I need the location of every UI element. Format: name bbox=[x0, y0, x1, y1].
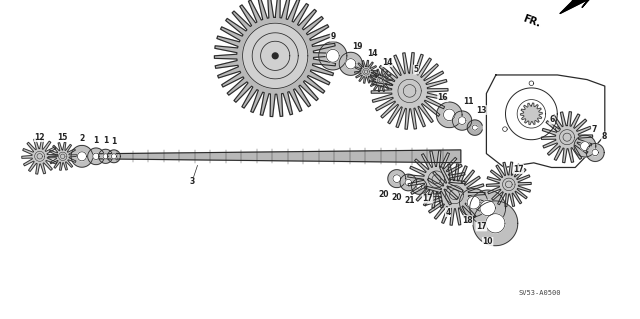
Polygon shape bbox=[49, 142, 77, 170]
Text: 21: 21 bbox=[404, 196, 415, 205]
Polygon shape bbox=[473, 201, 518, 246]
Text: 4: 4 bbox=[445, 208, 451, 217]
Polygon shape bbox=[77, 152, 86, 161]
Text: 10: 10 bbox=[483, 237, 493, 246]
Polygon shape bbox=[260, 41, 290, 70]
Text: SV53-A0500: SV53-A0500 bbox=[518, 291, 561, 296]
Polygon shape bbox=[243, 23, 308, 88]
Text: 9: 9 bbox=[330, 32, 335, 41]
Polygon shape bbox=[371, 53, 448, 129]
Polygon shape bbox=[480, 200, 495, 216]
Polygon shape bbox=[273, 53, 278, 59]
Polygon shape bbox=[467, 196, 480, 209]
Polygon shape bbox=[580, 142, 589, 151]
Polygon shape bbox=[472, 125, 477, 130]
Polygon shape bbox=[71, 145, 93, 167]
Polygon shape bbox=[400, 174, 417, 191]
Text: 17: 17 bbox=[476, 222, 486, 231]
Text: 18: 18 bbox=[462, 216, 472, 225]
Polygon shape bbox=[326, 49, 339, 62]
Text: 1: 1 bbox=[93, 136, 99, 145]
Polygon shape bbox=[452, 111, 472, 130]
Polygon shape bbox=[339, 52, 362, 75]
Text: 11: 11 bbox=[463, 97, 474, 106]
Polygon shape bbox=[99, 149, 113, 163]
Polygon shape bbox=[541, 112, 593, 163]
Polygon shape bbox=[486, 162, 531, 207]
Polygon shape bbox=[458, 117, 466, 124]
Text: 20: 20 bbox=[379, 190, 389, 199]
Polygon shape bbox=[214, 0, 336, 116]
Polygon shape bbox=[108, 150, 120, 163]
Polygon shape bbox=[424, 164, 485, 225]
Polygon shape bbox=[405, 179, 412, 186]
Text: 12: 12 bbox=[35, 133, 45, 142]
Polygon shape bbox=[412, 179, 427, 194]
Text: 8: 8 bbox=[602, 132, 607, 141]
Text: 2: 2 bbox=[79, 134, 84, 143]
Text: 19: 19 bbox=[352, 42, 362, 51]
Polygon shape bbox=[470, 190, 506, 226]
Text: 14: 14 bbox=[367, 49, 378, 58]
Polygon shape bbox=[417, 184, 422, 189]
Text: 6: 6 bbox=[549, 115, 554, 124]
Polygon shape bbox=[408, 151, 465, 208]
Text: 7: 7 bbox=[591, 125, 596, 134]
Polygon shape bbox=[592, 149, 598, 156]
Polygon shape bbox=[444, 109, 455, 121]
Polygon shape bbox=[355, 60, 378, 83]
Polygon shape bbox=[88, 148, 104, 165]
Polygon shape bbox=[111, 154, 116, 159]
Text: 13: 13 bbox=[476, 106, 486, 115]
Polygon shape bbox=[22, 138, 58, 174]
Text: 17: 17 bbox=[513, 165, 524, 174]
Text: 16: 16 bbox=[438, 93, 448, 102]
Polygon shape bbox=[586, 144, 604, 161]
Polygon shape bbox=[486, 214, 505, 233]
Polygon shape bbox=[369, 69, 392, 92]
Polygon shape bbox=[467, 120, 482, 135]
Polygon shape bbox=[574, 135, 596, 157]
Polygon shape bbox=[252, 33, 298, 79]
Polygon shape bbox=[93, 153, 99, 160]
Polygon shape bbox=[99, 150, 461, 163]
Polygon shape bbox=[436, 102, 462, 128]
Polygon shape bbox=[103, 154, 108, 159]
Text: 15: 15 bbox=[58, 133, 68, 142]
Text: 1: 1 bbox=[111, 137, 116, 146]
Text: 14: 14 bbox=[382, 58, 392, 67]
Polygon shape bbox=[393, 175, 401, 182]
Polygon shape bbox=[346, 59, 356, 69]
Polygon shape bbox=[460, 189, 488, 217]
Polygon shape bbox=[520, 103, 542, 125]
Text: 5: 5 bbox=[413, 65, 419, 74]
Text: 17: 17 bbox=[422, 194, 433, 203]
Polygon shape bbox=[560, 0, 598, 13]
Text: 20: 20 bbox=[392, 193, 402, 202]
Polygon shape bbox=[319, 42, 347, 70]
Text: 3: 3 bbox=[189, 177, 195, 186]
Text: FR.: FR. bbox=[522, 14, 542, 29]
Polygon shape bbox=[388, 170, 406, 188]
Text: 1: 1 bbox=[103, 137, 108, 145]
